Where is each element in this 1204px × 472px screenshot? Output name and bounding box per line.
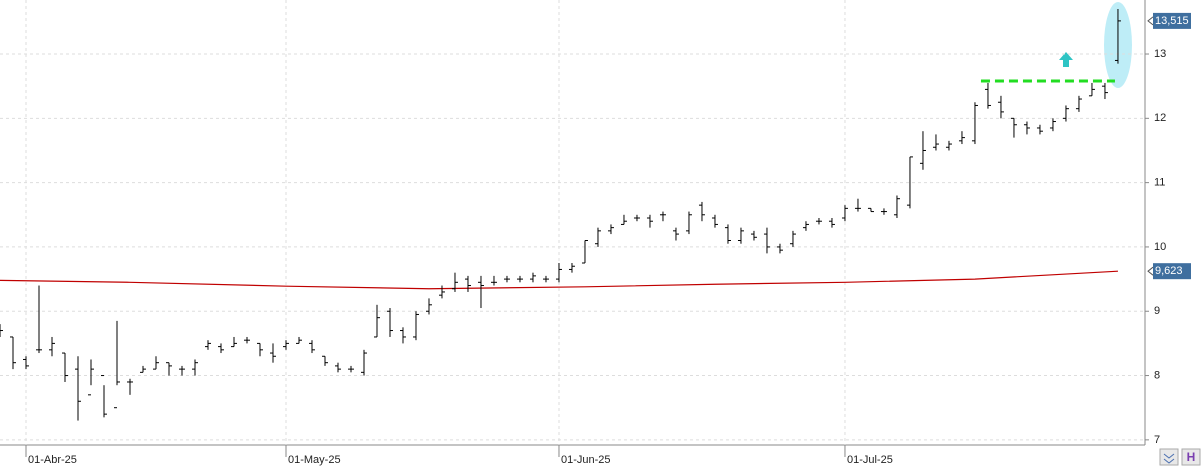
y-tick-label: 12 bbox=[1154, 112, 1166, 124]
x-tick-label: 01-Abr-25 bbox=[28, 454, 77, 466]
save-icon: H bbox=[1187, 450, 1196, 464]
y-tick-label: 11 bbox=[1154, 177, 1165, 189]
moving-average-line bbox=[0, 270, 1118, 290]
y-tick-label: 7 bbox=[1154, 434, 1160, 446]
y-tick-label: 10 bbox=[1154, 241, 1166, 253]
save-button[interactable] bbox=[1181, 448, 1201, 466]
y-tick-label: 9 bbox=[1154, 305, 1160, 317]
y-tick-label: 13 bbox=[1154, 48, 1166, 60]
x-tick-label: 01-May-25 bbox=[288, 454, 341, 466]
zoom-icon bbox=[1163, 453, 1175, 464]
price-label-box bbox=[1153, 12, 1191, 29]
price-label: 13,515 bbox=[1155, 15, 1189, 27]
price-label-box bbox=[1153, 263, 1191, 280]
zoom-button[interactable] bbox=[1159, 448, 1179, 466]
price-pointer bbox=[1147, 266, 1154, 276]
price-label: 9,623 bbox=[1155, 265, 1183, 277]
y-tick-label: 8 bbox=[1154, 369, 1160, 381]
x-tick-label: 01-Jul-25 bbox=[847, 454, 893, 466]
x-tick-label: 01-Jun-25 bbox=[561, 454, 611, 466]
up-arrow bbox=[1059, 52, 1073, 67]
price-pointer bbox=[1147, 16, 1154, 26]
